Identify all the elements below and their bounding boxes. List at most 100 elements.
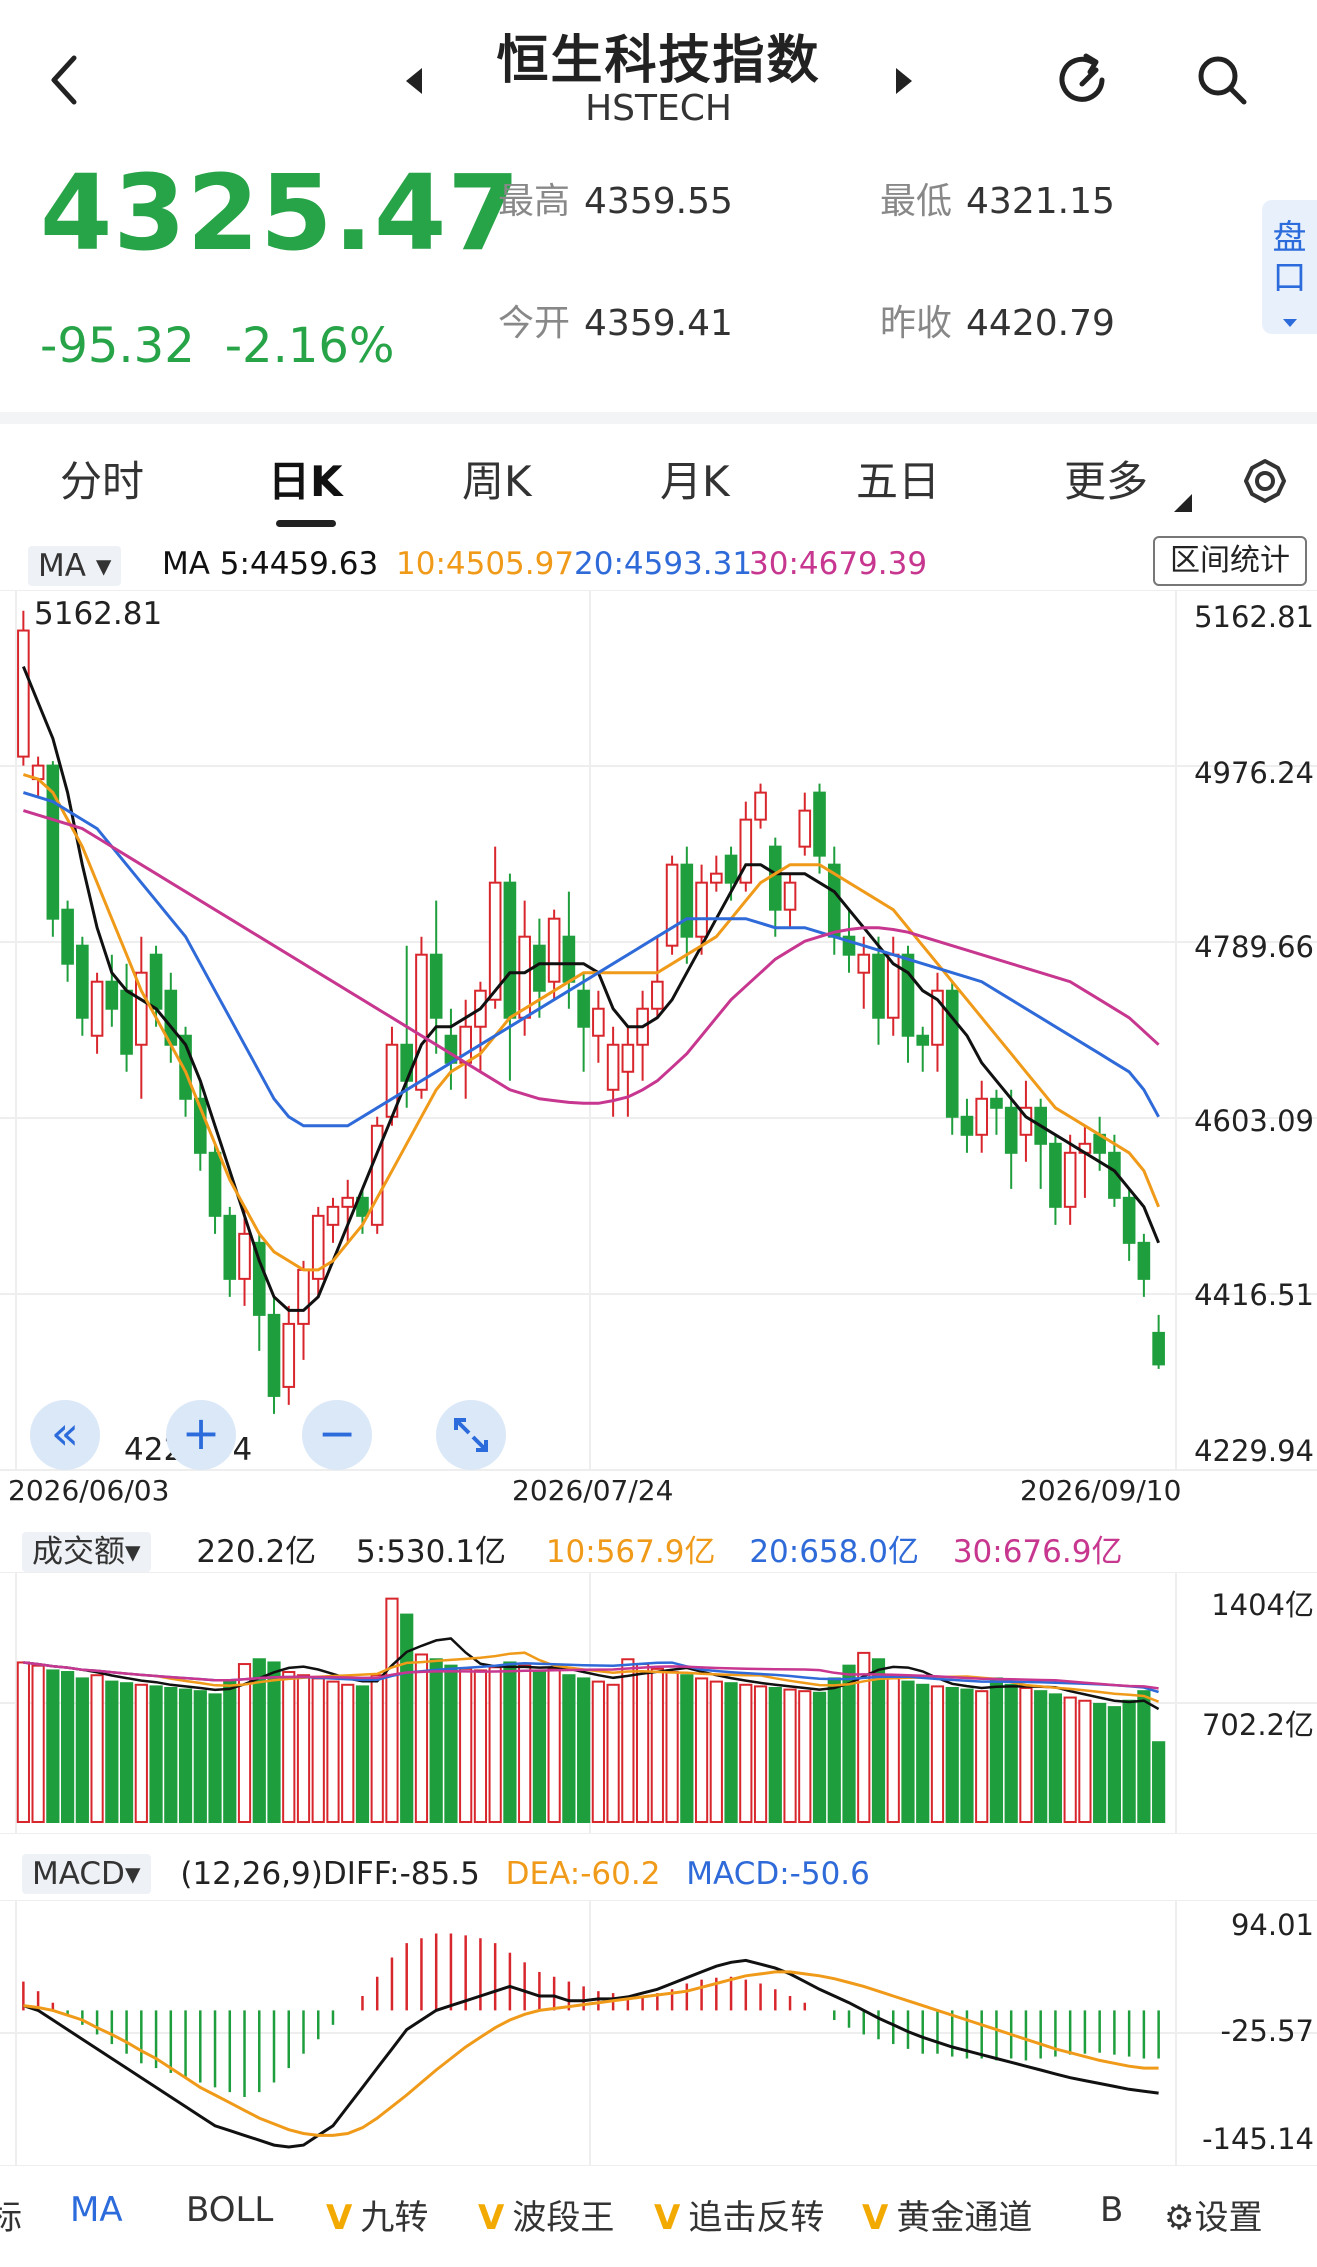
toolbar-item-jiuzhuan[interactable]: V 九转 [326,2190,428,2239]
tab-monthly-k[interactable]: 月K [660,457,730,506]
zoom-in-button[interactable]: + [166,1400,236,1470]
candle-body [1049,1142,1062,1208]
ma-line [22,666,1160,1312]
period-tabs: 分时 日K 周K 月K 五日 更多 [0,432,1317,527]
zoom-out-button[interactable]: − [302,1400,372,1470]
vip-icon: V [478,2198,505,2238]
macd-selector[interactable]: MACD▾ [22,1854,151,1894]
volume-ma10: 10:567.9亿 [545,1534,716,1570]
volume-bar [960,1688,974,1823]
vip-icon: V [326,2198,353,2238]
pankou-toggle[interactable]: 盘口 [1262,200,1317,334]
tab-intraday[interactable]: 分时 [60,457,145,506]
candle-body [901,953,915,1037]
toolbar-item-huangjin[interactable]: V 黄金通道 [862,2190,1032,2239]
candle-body [105,980,119,1010]
volume-bar [267,1661,281,1823]
indicator-selector[interactable]: MA ▾ [28,546,122,586]
refresh-button[interactable] [1056,50,1116,110]
tab-more[interactable]: 更多 [1064,457,1149,506]
candle-body [621,1043,635,1073]
candle-body [783,881,797,911]
volume-bar [31,1664,45,1823]
settings-icon: ⚙ [1164,2198,1195,2238]
candle-body [754,791,767,821]
volume-bar [739,1683,753,1823]
tab-five-day[interactable]: 五日 [856,457,941,506]
next-index-button[interactable] [892,66,916,96]
toolbar-item-marker[interactable]: 标 [0,2198,22,2238]
volume-current: 220.2亿 [196,1534,317,1570]
caret-left-icon [406,68,422,94]
candle-body [370,1124,384,1226]
toolbar-item-ma[interactable]: MA [70,2190,123,2230]
candle-body [872,953,885,1019]
chart-settings-button[interactable] [1240,456,1290,506]
volume-bar [901,1680,915,1824]
candle-body [680,863,694,938]
volume-selector[interactable]: 成交额▾ [22,1532,151,1572]
stat-low-label: 最低 [880,181,953,222]
volume-bar [783,1688,797,1823]
range-stats-button[interactable]: 区间统计 [1153,536,1307,586]
change-percent: -2.16% [224,318,395,374]
candle-body [179,1034,192,1100]
scroll-left-button[interactable]: « [30,1400,100,1470]
volume-bar [1048,1693,1063,1823]
candle-body [61,908,74,965]
volume-bar [753,1685,768,1823]
toolbar-item-b[interactable]: B [1100,2190,1124,2230]
volume-bar [842,1664,856,1823]
kline-chart[interactable] [0,590,1317,1510]
toolbar-item-zhuiji[interactable]: V 追击反转 [654,2190,824,2239]
active-tab-indicator [276,520,336,527]
x-axis-date: 2026/06/03 [8,1474,170,1507]
candle-body [267,1313,281,1397]
candle-body [415,953,428,1091]
y-axis-label: 4976.24 [1194,756,1314,790]
volume-bar [75,1677,89,1823]
volume-bar [503,1661,517,1823]
ma30-value: 30:4679.39 [749,546,928,582]
fullscreen-button[interactable] [436,1400,506,1470]
candle-body [945,989,959,1118]
volume-bar [621,1658,635,1823]
vip-icon: V [862,2198,889,2238]
volume-bar [798,1690,812,1824]
candle-body [90,980,104,1037]
volume-chart[interactable] [0,1572,1317,1834]
volume-bar [400,1613,414,1824]
back-button[interactable] [44,52,84,108]
search-button[interactable] [1192,50,1252,110]
stat-high: 最高 4359.55 [498,172,733,224]
dropdown-caret-icon: ▾ [95,548,112,584]
dropdown-caret-icon: ▾ [124,1856,141,1892]
tab-weekly-k[interactable]: 周K [462,457,532,506]
ma-legend: MA ▾ MA 5:4459.63 10:4505.97 20:4593.31 … [14,538,1304,588]
volume-bar [193,1690,207,1824]
volume-bar [606,1683,620,1823]
candle-body [1004,1106,1018,1154]
toolbar-settings-button[interactable]: ⚙设置 [1164,2190,1263,2239]
y-axis-label: 4416.51 [1194,1278,1314,1312]
toolbar-item-boduanwang[interactable]: V 波段王 [478,2190,614,2239]
candle-body [931,989,944,1046]
volume-ma-line [23,1661,1159,1690]
volume-bar [1137,1690,1151,1824]
candle-body [17,629,30,758]
ma-line [22,791,1160,1128]
prev-index-button[interactable] [402,66,426,96]
volume-bar [1093,1702,1107,1823]
volume-bar [665,1671,679,1823]
tab-daily-k[interactable]: 日K [268,457,343,506]
volume-bar [1034,1690,1048,1824]
macd-diff: (12,26,9)DIFF:-85.5 [180,1856,480,1892]
ma-line [22,773,1160,1272]
macd-chart[interactable] [0,1900,1317,2166]
candle-body [739,818,753,884]
volume-bar [1122,1699,1136,1824]
y-axis-label: 4603.09 [1194,1104,1314,1138]
volume-bar [989,1677,1004,1823]
toolbar-item-boll[interactable]: BOLL [186,2190,274,2230]
stat-high-value: 4359.55 [584,181,733,222]
